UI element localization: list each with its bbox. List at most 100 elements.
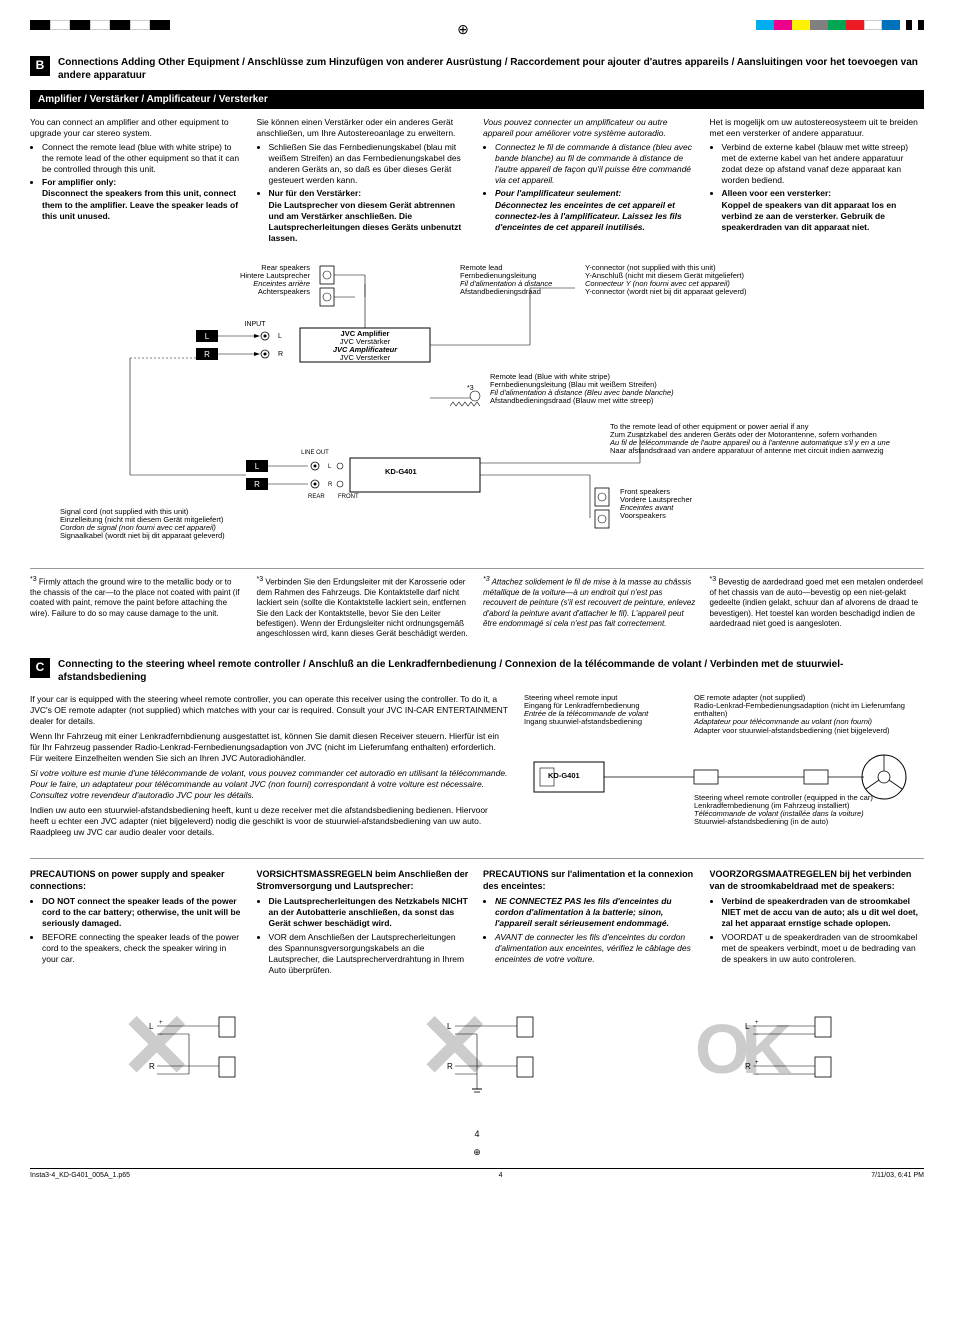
de-b2: Nur für den Verstärker:Die Lautsprecher … bbox=[269, 188, 472, 243]
prec-nl-h: VOORZORGSMAATREGELEN bij het verbinden v… bbox=[710, 869, 925, 892]
steer-nl: Indien uw auto een stuurwiel-afstandsbed… bbox=[30, 805, 508, 838]
lbl-y-connector: Y-connector (not supplied with this unit… bbox=[585, 264, 746, 297]
prec-en: PRECAUTIONS on power supply and speaker … bbox=[30, 869, 245, 979]
bottom-reg-mark: ⊕ bbox=[30, 1147, 924, 1159]
steering-area: If your car is equipped with the steerin… bbox=[30, 694, 924, 843]
lbl-oe: OE remote adapter (not supplied) Radio-L… bbox=[694, 694, 914, 735]
nl-b1: Verbind de externe kabel (blauw met witt… bbox=[722, 142, 925, 186]
correct-wiring: OK L +− R +− bbox=[685, 999, 865, 1109]
svg-text:R: R bbox=[149, 1062, 155, 1071]
bottom-diagrams: ✕ L +− R ✕ L R OK bbox=[30, 999, 924, 1109]
prec-fr-b2: AVANT de connecter les fils d'enceintes … bbox=[495, 932, 698, 965]
footer-mid: 4 bbox=[499, 1171, 503, 1180]
fn-de: *3 Verbinden Sie den Erdungsleiter mit d… bbox=[257, 575, 472, 640]
prec-en-h: PRECAUTIONS on power supply and speaker … bbox=[30, 869, 245, 892]
fn-fr: *3 Attachez solidement le fil de mise à … bbox=[483, 575, 698, 640]
svg-text:+: + bbox=[755, 1020, 759, 1026]
svg-text:L: L bbox=[255, 462, 260, 471]
section-b-header: B Connections Adding Other Equipment / A… bbox=[30, 56, 924, 82]
svg-text:R: R bbox=[745, 1062, 751, 1071]
svg-text:L: L bbox=[447, 1022, 452, 1031]
prec-de: VORSICHTSMASSREGELN beim Anschließen der… bbox=[257, 869, 472, 979]
prec-fr: PRECAUTIONS sur l'alimentation et la con… bbox=[483, 869, 698, 979]
svg-text:+: + bbox=[755, 1060, 759, 1066]
svg-text:INPUT: INPUT bbox=[245, 321, 267, 328]
ground-footnotes: *3 Firmly attach the ground wire to the … bbox=[30, 568, 924, 640]
svg-text:L: L bbox=[278, 333, 282, 340]
footer-left: Insta3-4_KD-G401_005A_1.p65 bbox=[30, 1171, 130, 1180]
precautions-row: PRECAUTIONS on power supply and speaker … bbox=[30, 858, 924, 979]
prec-fr-h: PRECAUTIONS sur l'alimentation et la con… bbox=[483, 869, 698, 892]
prec-en-b1: DO NOT connect the speaker leads of the … bbox=[42, 896, 245, 929]
svg-text:*3: *3 bbox=[467, 385, 474, 392]
svg-text:R: R bbox=[328, 482, 333, 488]
nl-b2: Alleen voor een versterker:Koppel de spe… bbox=[722, 188, 925, 232]
svg-text:−: − bbox=[755, 1032, 759, 1038]
lbl-remote-lead: Remote lead Fernbedienungsleitung Fil d'… bbox=[460, 264, 552, 297]
lbl-steer-model: KD-G401 bbox=[548, 772, 580, 780]
footer: Insta3-4_KD-G401_005A_1.p65 4 7/11/03, 6… bbox=[30, 1168, 924, 1180]
fr-intro: Vous pouvez connecter un amplificateur o… bbox=[483, 117, 698, 139]
lbl-amp: JVC Amplifier JVC Verstärker JVC Amplifi… bbox=[310, 330, 420, 363]
svg-text:LINE OUT: LINE OUT bbox=[301, 450, 329, 456]
wrong-wiring-1: ✕ L +− R bbox=[89, 999, 269, 1109]
lbl-model: KD-G401 bbox=[385, 468, 417, 476]
col-fr: Vous pouvez connecter un amplificateur o… bbox=[483, 117, 698, 246]
svg-text:+: + bbox=[159, 1020, 163, 1026]
svg-text:L: L bbox=[328, 464, 332, 470]
de-intro: Sie können einen Verstärker oder ein and… bbox=[257, 117, 472, 139]
svg-text:FRONT: FRONT bbox=[338, 494, 359, 500]
lbl-to-remote: To the remote lead of other equipment or… bbox=[610, 423, 890, 456]
wiring-diagram: L R LR INPUT *3 L R LR LINE OUT REAR bbox=[30, 258, 924, 558]
fn-en: *3 Firmly attach the ground wire to the … bbox=[30, 575, 245, 640]
fr-b1: Connectez le fil de commande à distance … bbox=[495, 142, 698, 186]
section-letter-c: C bbox=[30, 658, 50, 678]
prec-de-h: VORSICHTSMASSREGELN beim Anschließen der… bbox=[257, 869, 472, 892]
section-b-title: Connections Adding Other Equipment / Ans… bbox=[58, 56, 924, 82]
svg-text:L: L bbox=[745, 1022, 750, 1031]
section-c-header: C Connecting to the steering wheel remot… bbox=[30, 658, 924, 684]
en-b2: For amplifier only:Disconnect the speake… bbox=[42, 177, 245, 221]
svg-text:R: R bbox=[204, 350, 210, 359]
svg-text:R: R bbox=[447, 1062, 453, 1071]
steer-en: If your car is equipped with the steerin… bbox=[30, 694, 508, 727]
amplifier-bar: Amplifier / Verstärker / Amplificateur /… bbox=[30, 90, 924, 109]
steer-de: Wenn Ihr Fahrzeug mit einer Lenkradfernb… bbox=[30, 731, 508, 764]
registration-row: ⊕ bbox=[30, 20, 924, 38]
lbl-swrc: Steering wheel remote controller (equipp… bbox=[694, 794, 914, 827]
fn-nl: *3 Bevestig de aardedraad goed met een m… bbox=[710, 575, 925, 640]
steering-text: If your car is equipped with the steerin… bbox=[30, 694, 508, 843]
svg-text:−: − bbox=[755, 1072, 759, 1078]
col-nl: Het is mogelijk om uw autostereosysteem … bbox=[710, 117, 925, 246]
prec-nl-b1: Verbind de speakerdraden van de stroomka… bbox=[722, 896, 925, 929]
svg-text:L: L bbox=[149, 1022, 154, 1031]
amplifier-columns: You can connect an amplifier and other e… bbox=[30, 117, 924, 246]
svg-text:REAR: REAR bbox=[308, 494, 325, 500]
en-b1: Connect the remote lead (blue with white… bbox=[42, 142, 245, 175]
colorbar-right bbox=[756, 20, 924, 30]
lbl-rear-speakers: Rear speakers Hintere Lautsprecher Encei… bbox=[185, 264, 310, 297]
prec-de-b1: Die Lautsprecherleitungen des Netzkabels… bbox=[269, 896, 472, 929]
section-c-title: Connecting to the steering wheel remote … bbox=[58, 658, 924, 684]
svg-text:−: − bbox=[159, 1032, 163, 1038]
steer-fr: Si votre voiture est munie d'une télécom… bbox=[30, 768, 508, 801]
registration-mark-icon: ⊕ bbox=[457, 20, 469, 38]
en-intro: You can connect an amplifier and other e… bbox=[30, 117, 245, 139]
prec-fr-b1: NE CONNECTEZ PAS les fils d'enceintes du… bbox=[495, 896, 698, 929]
steering-diagram: Steering wheel remote input Eingang für … bbox=[524, 694, 924, 834]
prec-nl: VOORZORGSMAATREGELEN bij het verbinden v… bbox=[710, 869, 925, 979]
svg-text:R: R bbox=[254, 480, 260, 489]
lbl-swri: Steering wheel remote input Eingang für … bbox=[524, 694, 684, 727]
col-en: You can connect an amplifier and other e… bbox=[30, 117, 245, 246]
lbl-signal-cord: Signal cord (not supplied with this unit… bbox=[60, 508, 225, 541]
svg-text:L: L bbox=[205, 332, 210, 341]
page-number: 4 bbox=[30, 1129, 924, 1141]
de-b1: Schließen Sie das Fernbedienungskabel (b… bbox=[269, 142, 472, 186]
lbl-front-speakers: Front speakers Vordere Lautsprecher Ence… bbox=[620, 488, 692, 521]
col-de: Sie können einen Verstärker oder ein and… bbox=[257, 117, 472, 246]
prec-nl-b2: VOORDAT u de speakerdraden van de stroom… bbox=[722, 932, 925, 965]
colorbar-left bbox=[30, 20, 170, 30]
footer-right: 7/11/03, 6:41 PM bbox=[871, 1171, 924, 1180]
section-letter-b: B bbox=[30, 56, 50, 76]
lbl-remote-blue: Remote lead (Blue with white stripe) Fer… bbox=[490, 373, 674, 406]
